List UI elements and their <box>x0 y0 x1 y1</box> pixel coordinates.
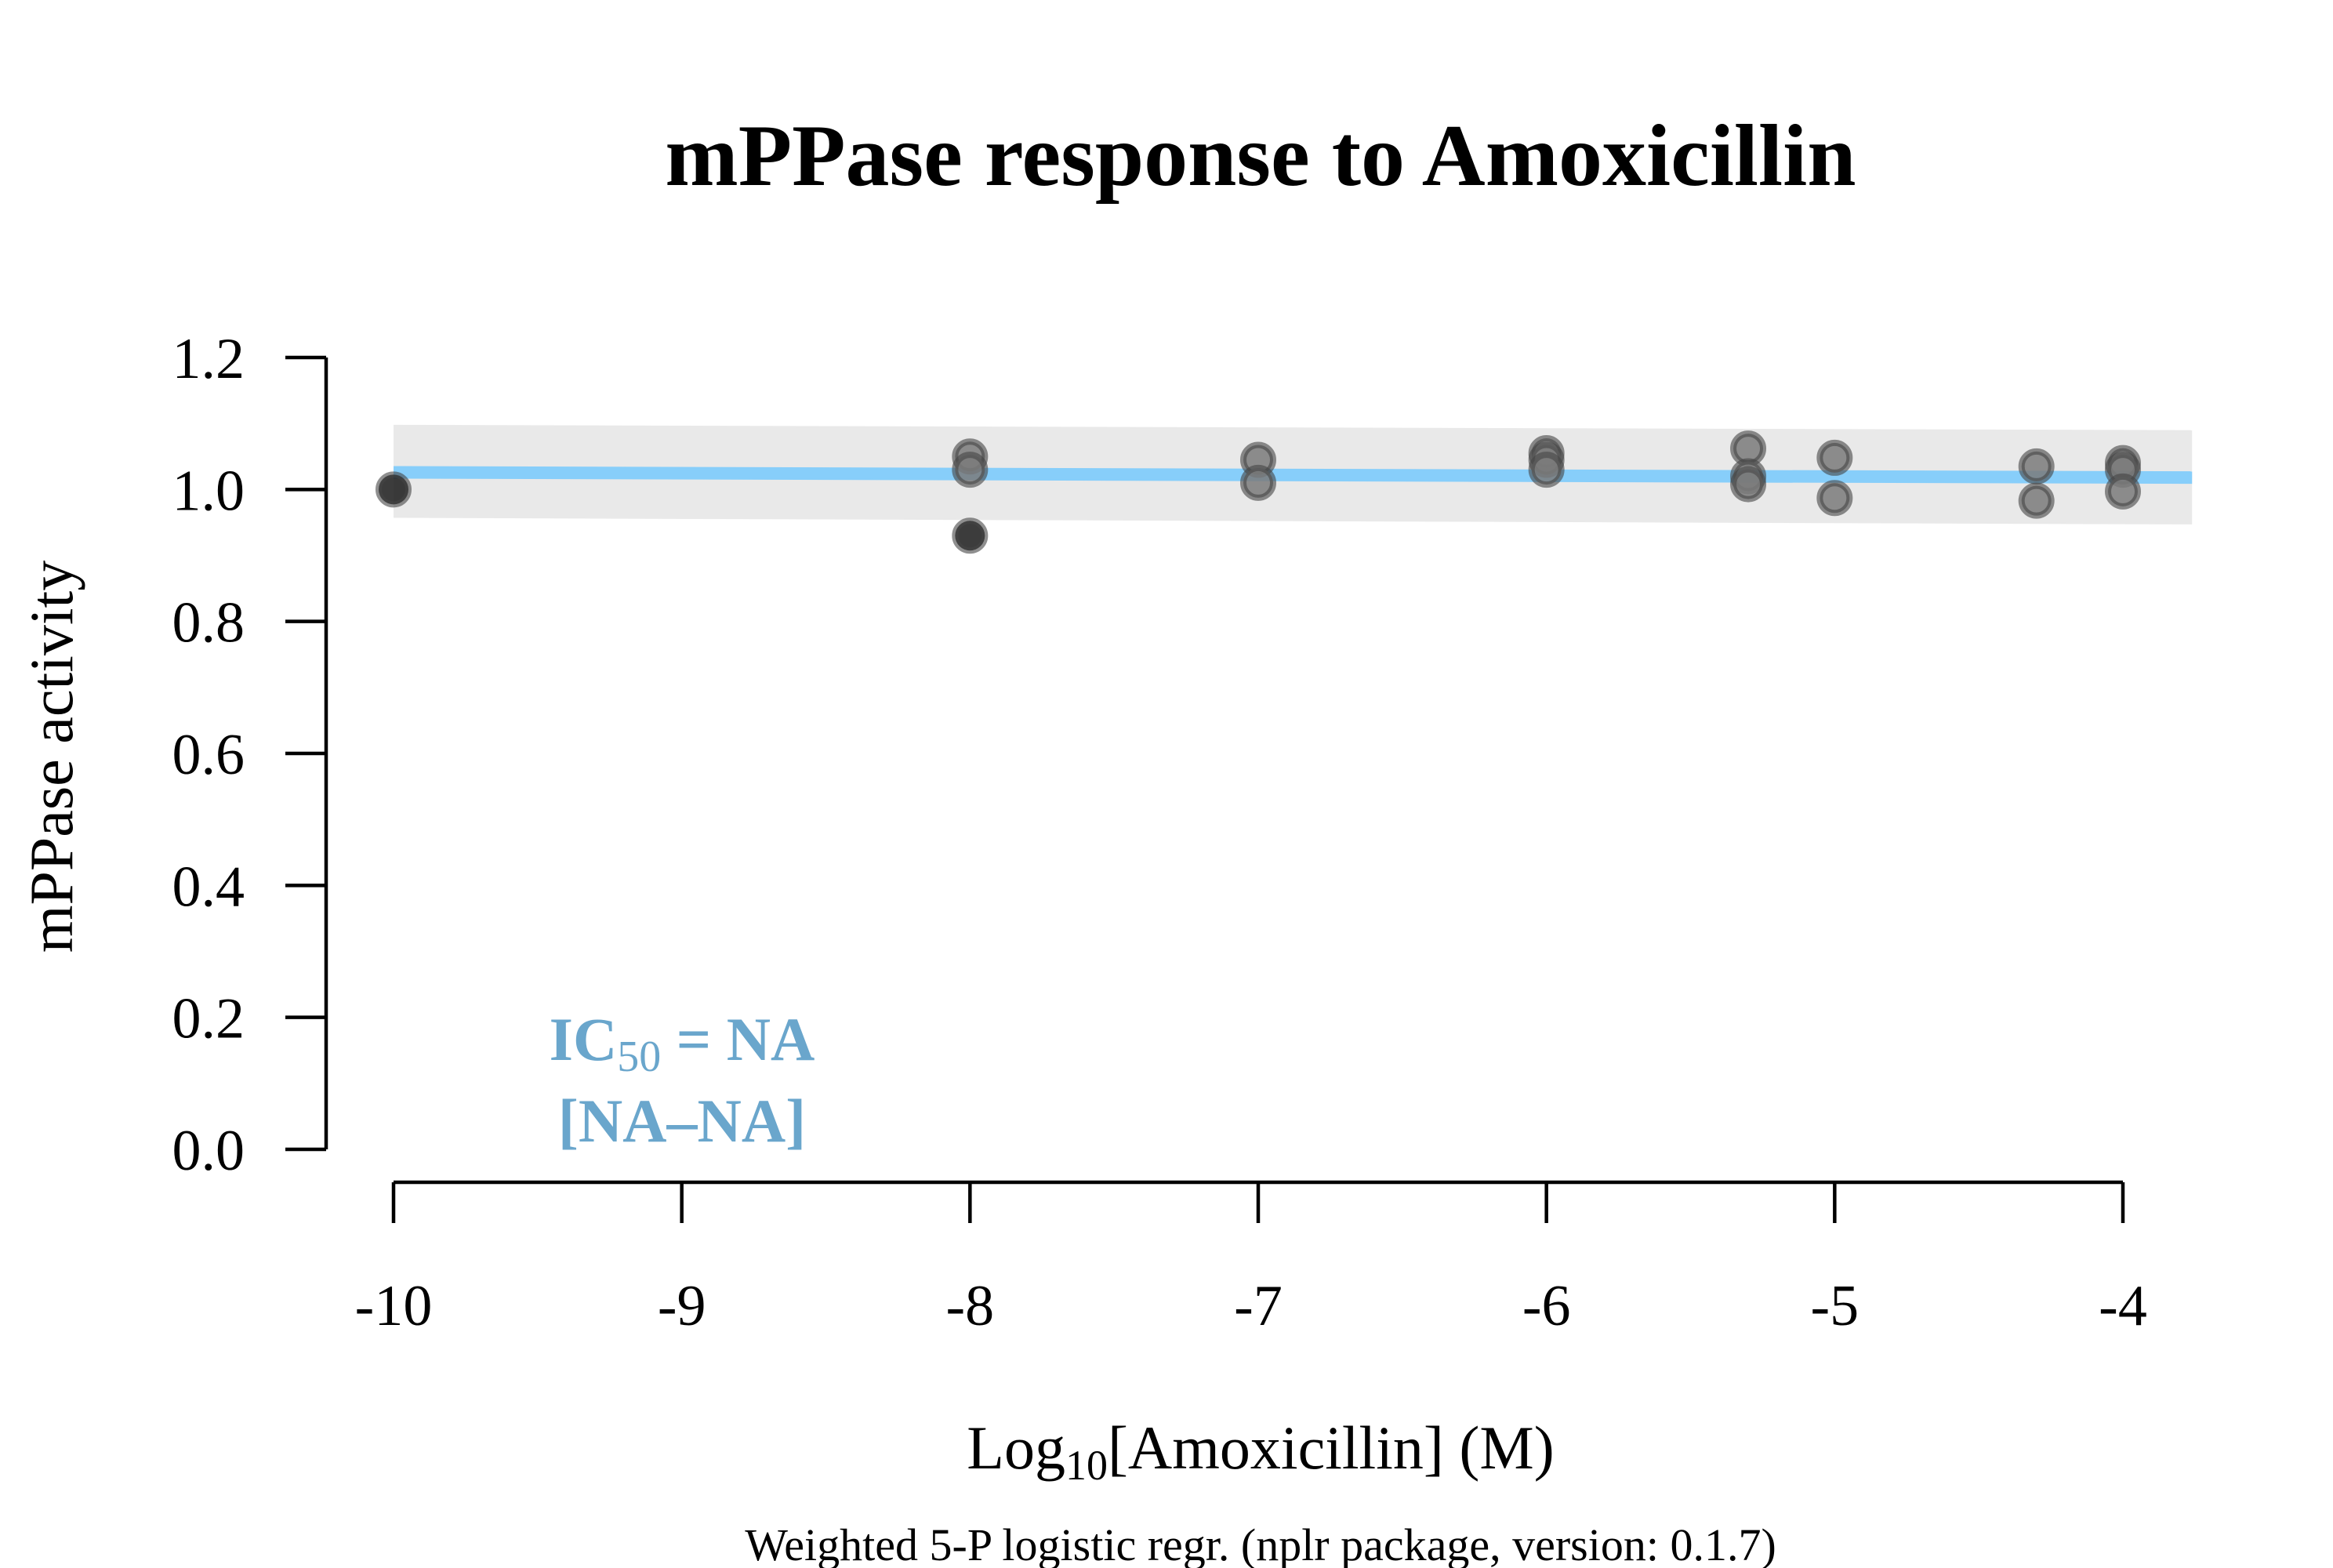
y-tick-label: 0.6 <box>172 723 245 787</box>
data-point <box>1816 439 1853 476</box>
x-axis-label: Log10[Amoxicillin] (M) <box>967 1414 1554 1489</box>
ic50-annotation-line2: [NA–NA] <box>558 1087 806 1155</box>
data-point <box>1816 480 1853 517</box>
y-tick-label: 1.2 <box>172 327 245 391</box>
fit-line-layer <box>393 466 2193 485</box>
y-tick-label: 0.4 <box>172 855 245 919</box>
x-axis: -10 -9 -8 -7 -6 -5 -4 <box>355 1180 2147 1338</box>
y-tick-label: 0.0 <box>172 1119 245 1183</box>
ic50-prefix: IC <box>550 1005 618 1073</box>
chart-footnote: Weighted 5-P logistic regr. (nplr packag… <box>745 1519 1776 1568</box>
data-point <box>376 471 412 508</box>
y-tick-label: 0.8 <box>172 591 245 655</box>
x-tick-label: -4 <box>2099 1274 2147 1338</box>
x-axis-label-suffix: [Amoxicillin] (M) <box>1108 1414 1555 1482</box>
data-point <box>1240 464 1276 501</box>
x-axis-label-subscript: 10 <box>1065 1442 1108 1489</box>
x-axis-label-prefix: Log <box>967 1414 1065 1482</box>
data-point <box>2018 482 2055 519</box>
x-tick-label: -9 <box>658 1274 706 1338</box>
ic50-suffix: = NA <box>661 1005 815 1073</box>
data-points-layer <box>376 430 2141 554</box>
data-point <box>952 452 989 488</box>
data-point <box>1528 452 1565 488</box>
data-point <box>1730 466 1767 503</box>
x-tick-label: -10 <box>355 1274 433 1338</box>
x-tick-label: -7 <box>1234 1274 1283 1338</box>
y-axis-label: mPPase activity <box>17 561 85 953</box>
x-tick-label: -6 <box>1522 1274 1571 1338</box>
y-tick-label: 0.2 <box>172 987 245 1051</box>
ic50-annotation-line1: IC50 = NA <box>550 1005 815 1081</box>
data-point <box>2105 473 2141 510</box>
data-point <box>952 517 989 554</box>
x-tick-label: -8 <box>946 1274 995 1338</box>
chart-title: mPPase response to Amoxicillin <box>665 107 1856 205</box>
fit-curve <box>393 466 2193 485</box>
data-point <box>2018 448 2055 485</box>
y-tick-label: 1.0 <box>172 459 245 523</box>
x-tick-label: -5 <box>1811 1274 1860 1338</box>
y-axis: 0.0 0.2 0.4 0.6 0.8 1.0 1.2 <box>172 327 328 1183</box>
ic50-subscript: 50 <box>617 1033 661 1081</box>
